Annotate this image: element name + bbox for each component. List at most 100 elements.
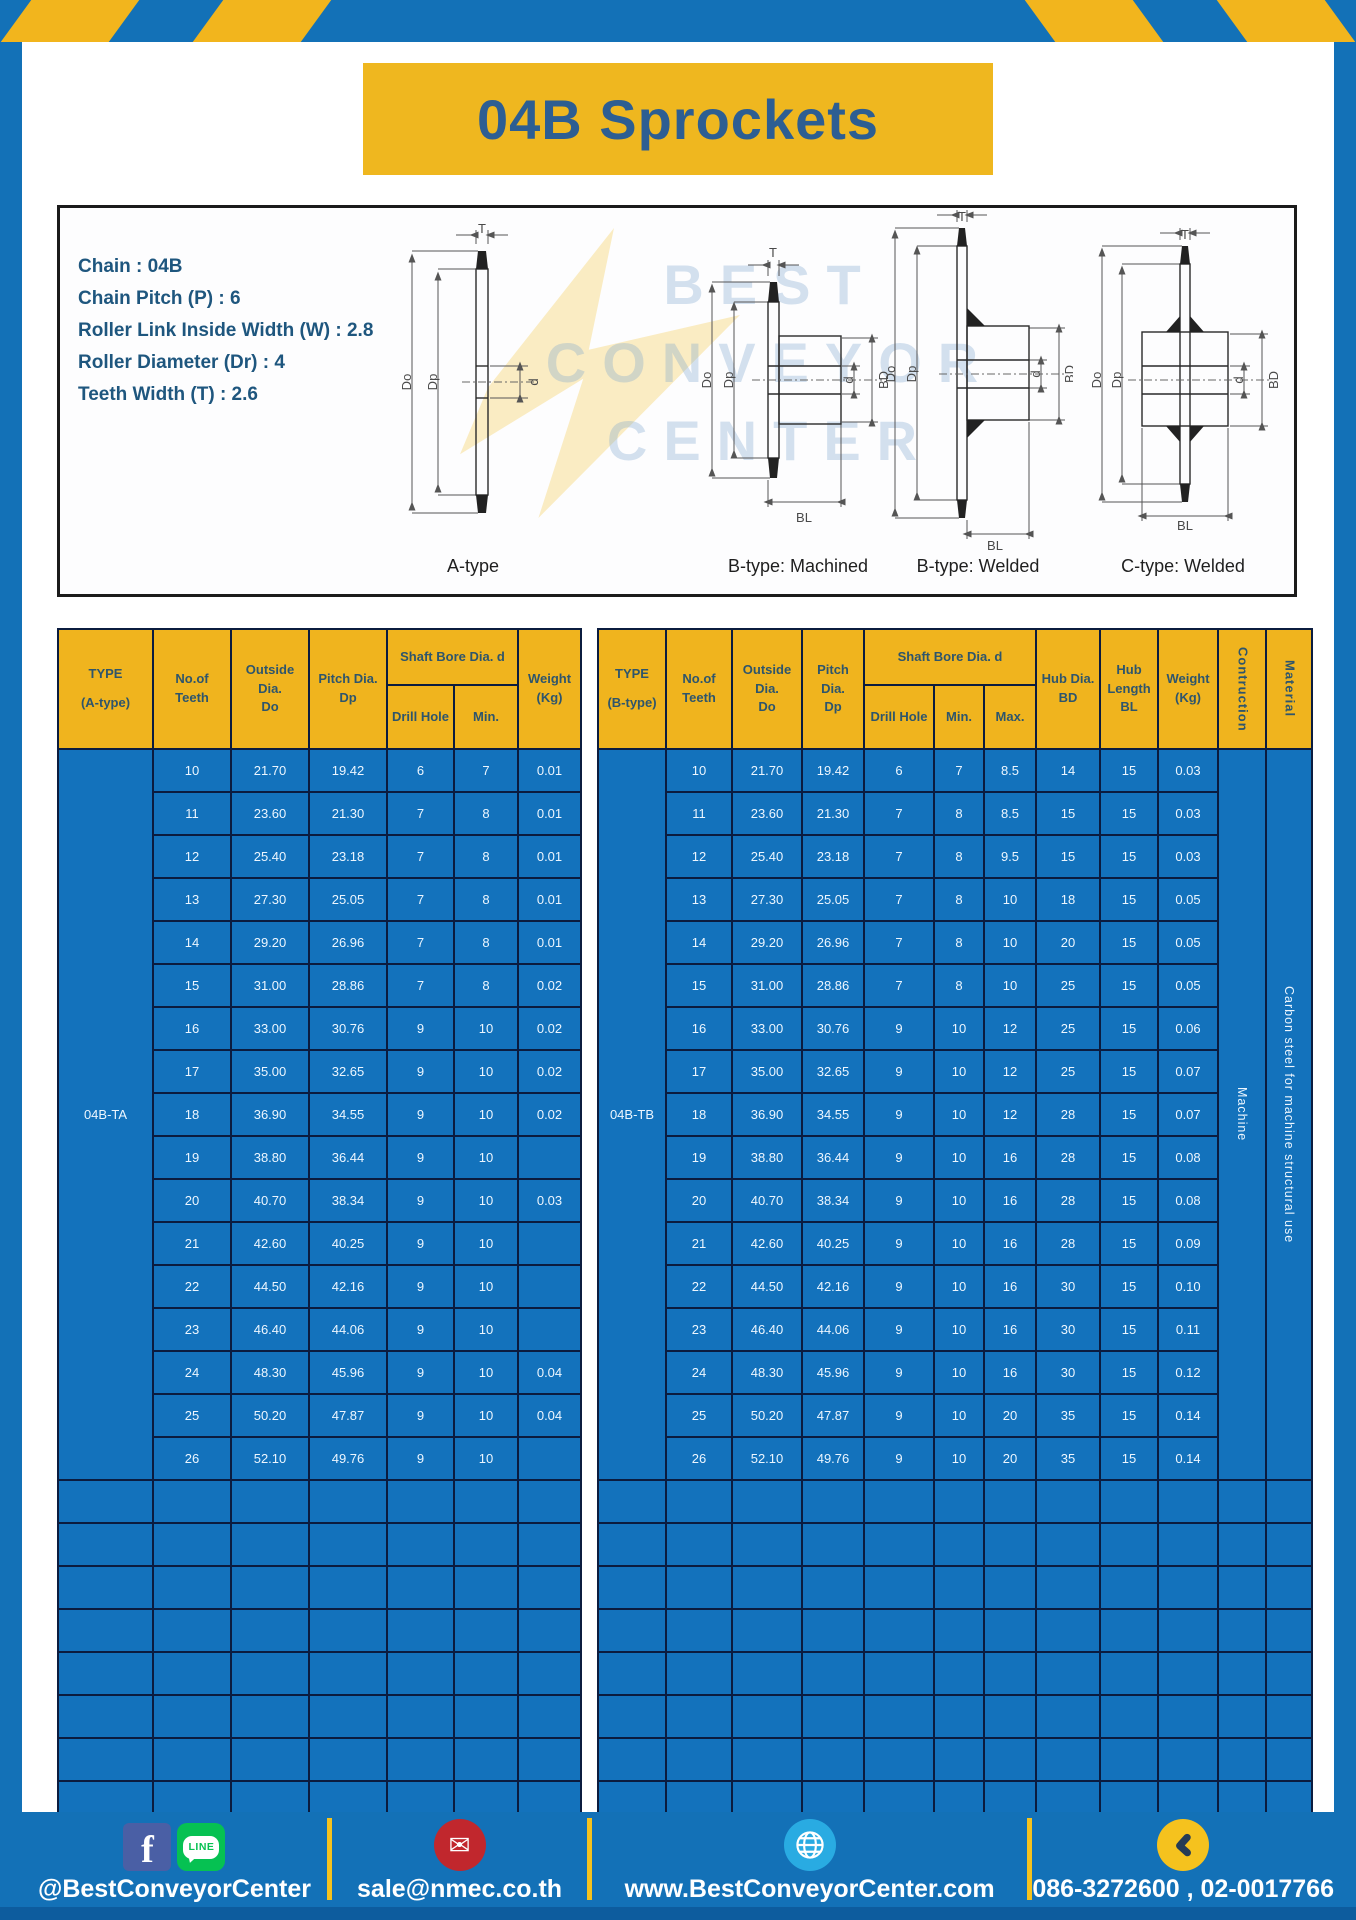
table-cell: 10 <box>933 1178 985 1223</box>
table-cell: 29.20 <box>230 920 310 965</box>
table-cell: 24 <box>152 1350 232 1395</box>
table-cell: 28 <box>1035 1135 1101 1180</box>
empty-cell <box>983 1479 1037 1524</box>
table-cell: 9 <box>386 1393 455 1438</box>
table-cell: 20 <box>983 1393 1037 1438</box>
table-cell: 45.96 <box>801 1350 865 1395</box>
col-header-outside-dia: Outside Dia. Do <box>230 628 310 750</box>
empty-cell <box>230 1565 310 1610</box>
data-row: 19 38.80 36.44 9 10 16 28 15 0.08 <box>598 1135 1312 1180</box>
table-cell: 28.86 <box>801 963 865 1008</box>
table-cell: 0.05 <box>1157 877 1219 922</box>
data-row: 14 29.20 26.96 7 8 10 20 15 0.05 <box>598 920 1312 965</box>
table-cell: 12 <box>983 1092 1037 1137</box>
col-header-min: Min. <box>453 684 519 750</box>
table-cell: 0.04 <box>517 1350 582 1395</box>
data-row: 16 33.00 30.76 9 10 12 25 15 0.06 <box>598 1006 1312 1051</box>
empty-cell <box>386 1737 455 1782</box>
table-cell: 38.80 <box>731 1135 803 1180</box>
table-cell: 10 <box>933 1436 985 1481</box>
table-cell: 0.09 <box>1157 1221 1219 1266</box>
table-cell: 0.01 <box>517 920 582 965</box>
empty-cell <box>57 1565 154 1610</box>
empty-cell <box>801 1694 865 1739</box>
table-cell: 9 <box>863 1092 935 1137</box>
empty-cell <box>801 1651 865 1696</box>
empty-cell <box>1265 1479 1313 1524</box>
empty-cell <box>152 1565 232 1610</box>
empty-cell <box>1099 1565 1159 1610</box>
table-cell: 25.40 <box>731 834 803 879</box>
data-row: 21 42.60 40.25 9 10 <box>58 1221 582 1266</box>
c-type-welded-drawing: T Do Dp d BD BL <box>1088 224 1281 539</box>
col-header-hub-dia: Hub Dia. BD <box>1035 628 1101 750</box>
table-cell: 42.60 <box>731 1221 803 1266</box>
table-cell: 23.18 <box>308 834 388 879</box>
empty-cell <box>57 1737 154 1782</box>
col-header-type-a: TYPE (A-type) <box>57 628 154 750</box>
table-cell: 50.20 <box>731 1393 803 1438</box>
table-cell: 20 <box>983 1436 1037 1481</box>
empty-cell <box>731 1565 803 1610</box>
table-cell: 30.76 <box>801 1006 865 1051</box>
table-cell: 24 <box>665 1350 733 1395</box>
empty-cell <box>1217 1737 1267 1782</box>
empty-cell <box>308 1522 388 1567</box>
spec-line: Roller Link Inside Width (W) : 2.8 <box>78 320 374 341</box>
data-row: 11 23.60 21.30 7 8 8.5 15 15 0.03 <box>598 791 1312 836</box>
empty-cell <box>731 1608 803 1653</box>
table-cell: 35.00 <box>230 1049 310 1094</box>
empty-cell <box>731 1694 803 1739</box>
data-row: 20 40.70 38.34 9 10 0.03 <box>58 1178 582 1223</box>
table-cell: 0.05 <box>1157 963 1219 1008</box>
table-cell: 19.42 <box>801 748 865 793</box>
table-cell: 10 <box>453 1221 519 1266</box>
table-cell: 44.50 <box>731 1264 803 1309</box>
table-cell: 0.06 <box>1157 1006 1219 1051</box>
table-cell: 12 <box>665 834 733 879</box>
table-cell: 9 <box>863 1436 935 1481</box>
table-cell: 30.76 <box>308 1006 388 1051</box>
svg-text:Dp: Dp <box>1109 372 1124 389</box>
table-cell <box>517 1135 582 1180</box>
empty-cell <box>933 1479 985 1524</box>
table-cell: 9 <box>386 1350 455 1395</box>
table-cell: 44.06 <box>308 1307 388 1352</box>
watermark-text: BEST CONVEYOR CENTER <box>545 253 995 472</box>
footer-website-url: www.BestConveyorCenter.com <box>624 1875 995 1903</box>
page-title: 04B Sprockets <box>476 87 880 151</box>
table-cell: 14 <box>152 920 232 965</box>
empty-cell <box>1217 1522 1267 1567</box>
empty-cell <box>597 1694 667 1739</box>
table-cell: 23.60 <box>230 791 310 836</box>
svg-text:BD: BD <box>1062 365 1073 383</box>
email-icon: ✉ <box>433 1819 486 1871</box>
table-cell: 10 <box>453 1350 519 1395</box>
table-cell: 10 <box>933 1393 985 1438</box>
hazard-stripe <box>0 0 143 42</box>
table-cell: 15 <box>1099 1264 1159 1309</box>
table-cell: 9 <box>863 1049 935 1094</box>
table-cell: 10 <box>453 1393 519 1438</box>
empty-cell <box>665 1694 733 1739</box>
spec-line: Chain : 04B <box>78 256 183 277</box>
table-cell: 25 <box>1035 963 1101 1008</box>
col-header-teeth: No.of Teeth <box>665 628 733 750</box>
table-cell: 7 <box>863 834 935 879</box>
table-cell: 0.07 <box>1157 1049 1219 1094</box>
empty-row <box>597 1694 1313 1739</box>
data-row: 16 33.00 30.76 9 10 0.02 <box>58 1006 582 1051</box>
table-cell: 8 <box>933 791 985 836</box>
empty-cell <box>597 1565 667 1610</box>
empty-cell <box>933 1737 985 1782</box>
b-type-machined-drawing: T Do Dp d BD BL <box>698 224 891 539</box>
svg-text:BL: BL <box>1177 518 1193 533</box>
table-cell: 16 <box>983 1264 1037 1309</box>
document-page: 04B Sprockets BEST CONVEYOR CENTER Chain… <box>22 42 1334 1825</box>
empty-cell <box>152 1694 232 1739</box>
table-cell: 16 <box>152 1006 232 1051</box>
empty-cell <box>665 1608 733 1653</box>
table-cell: 28.86 <box>308 963 388 1008</box>
empty-row <box>57 1479 582 1524</box>
empty-cell <box>230 1651 310 1696</box>
